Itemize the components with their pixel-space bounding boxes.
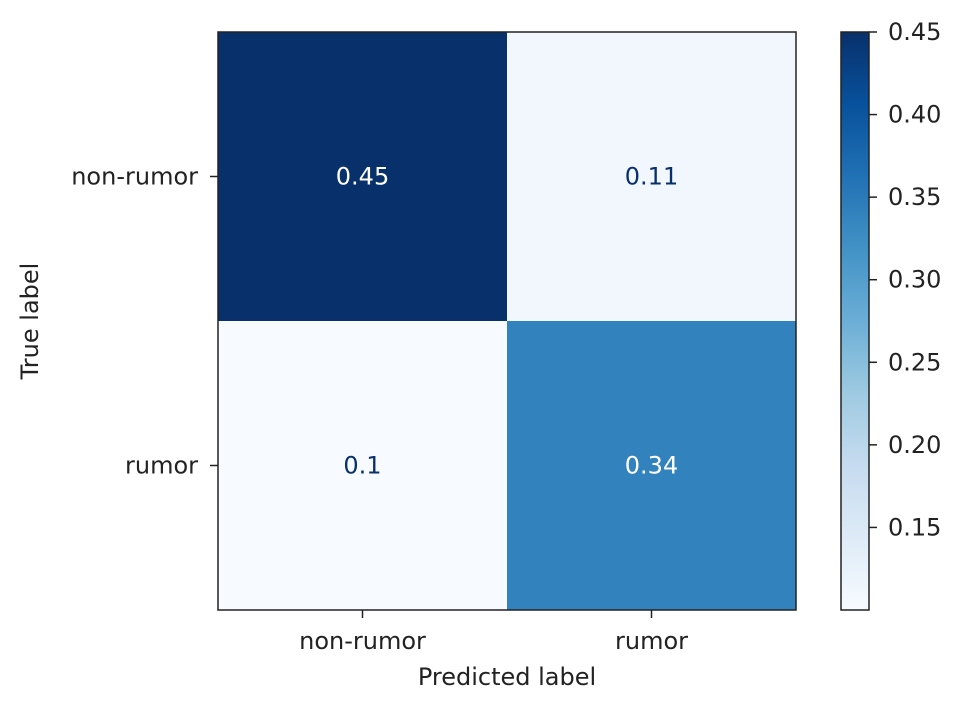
x-axis-label: Predicted label: [418, 663, 596, 691]
colorbar-tick-label-3: 0.30: [888, 266, 941, 294]
y-axis-ticks: non-rumor rumor: [71, 163, 218, 480]
y-axis-label: True label: [16, 263, 44, 381]
matrix-cell-1-1: [507, 321, 796, 610]
colorbar-tick-label-5: 0.40: [888, 101, 941, 129]
plot-frame: [217, 31, 797, 611]
matrix-cell-0-1: [507, 32, 796, 321]
colorbar-tick-label-2: 0.25: [888, 348, 941, 376]
matrix-cell-1-0: [218, 321, 507, 610]
colorbar-tick-label-6: 0.45: [888, 18, 941, 46]
matrix-cell-0-0: [218, 32, 507, 321]
y-tick-label-0: non-rumor: [71, 163, 198, 191]
x-tick-label-0: non-rumor: [299, 627, 426, 655]
colorbar-tick-label-0: 0.15: [888, 513, 941, 541]
matrix-cell-label-0-1: 0.11: [625, 163, 678, 191]
colorbar: [840, 31, 870, 611]
heatmap-cell-labels: 0.45 0.11 0.1 0.34: [336, 163, 678, 480]
colorbar-tick-label-1: 0.20: [888, 431, 941, 459]
matrix-cell-label-1-1: 0.34: [625, 452, 678, 480]
colorbar-ticks: 0.15 0.20 0.25 0.30 0.35 0.40 0.45: [869, 18, 941, 541]
y-tick-label-1: rumor: [125, 452, 198, 480]
colorbar-tick-label-4: 0.35: [888, 183, 941, 211]
x-tick-label-1: rumor: [615, 627, 688, 655]
matrix-cell-label-0-0: 0.45: [336, 163, 389, 191]
matrix-cell-label-1-0: 0.1: [343, 452, 381, 480]
heatmap-cells: [218, 32, 796, 610]
x-axis-ticks: non-rumor rumor: [299, 610, 688, 655]
